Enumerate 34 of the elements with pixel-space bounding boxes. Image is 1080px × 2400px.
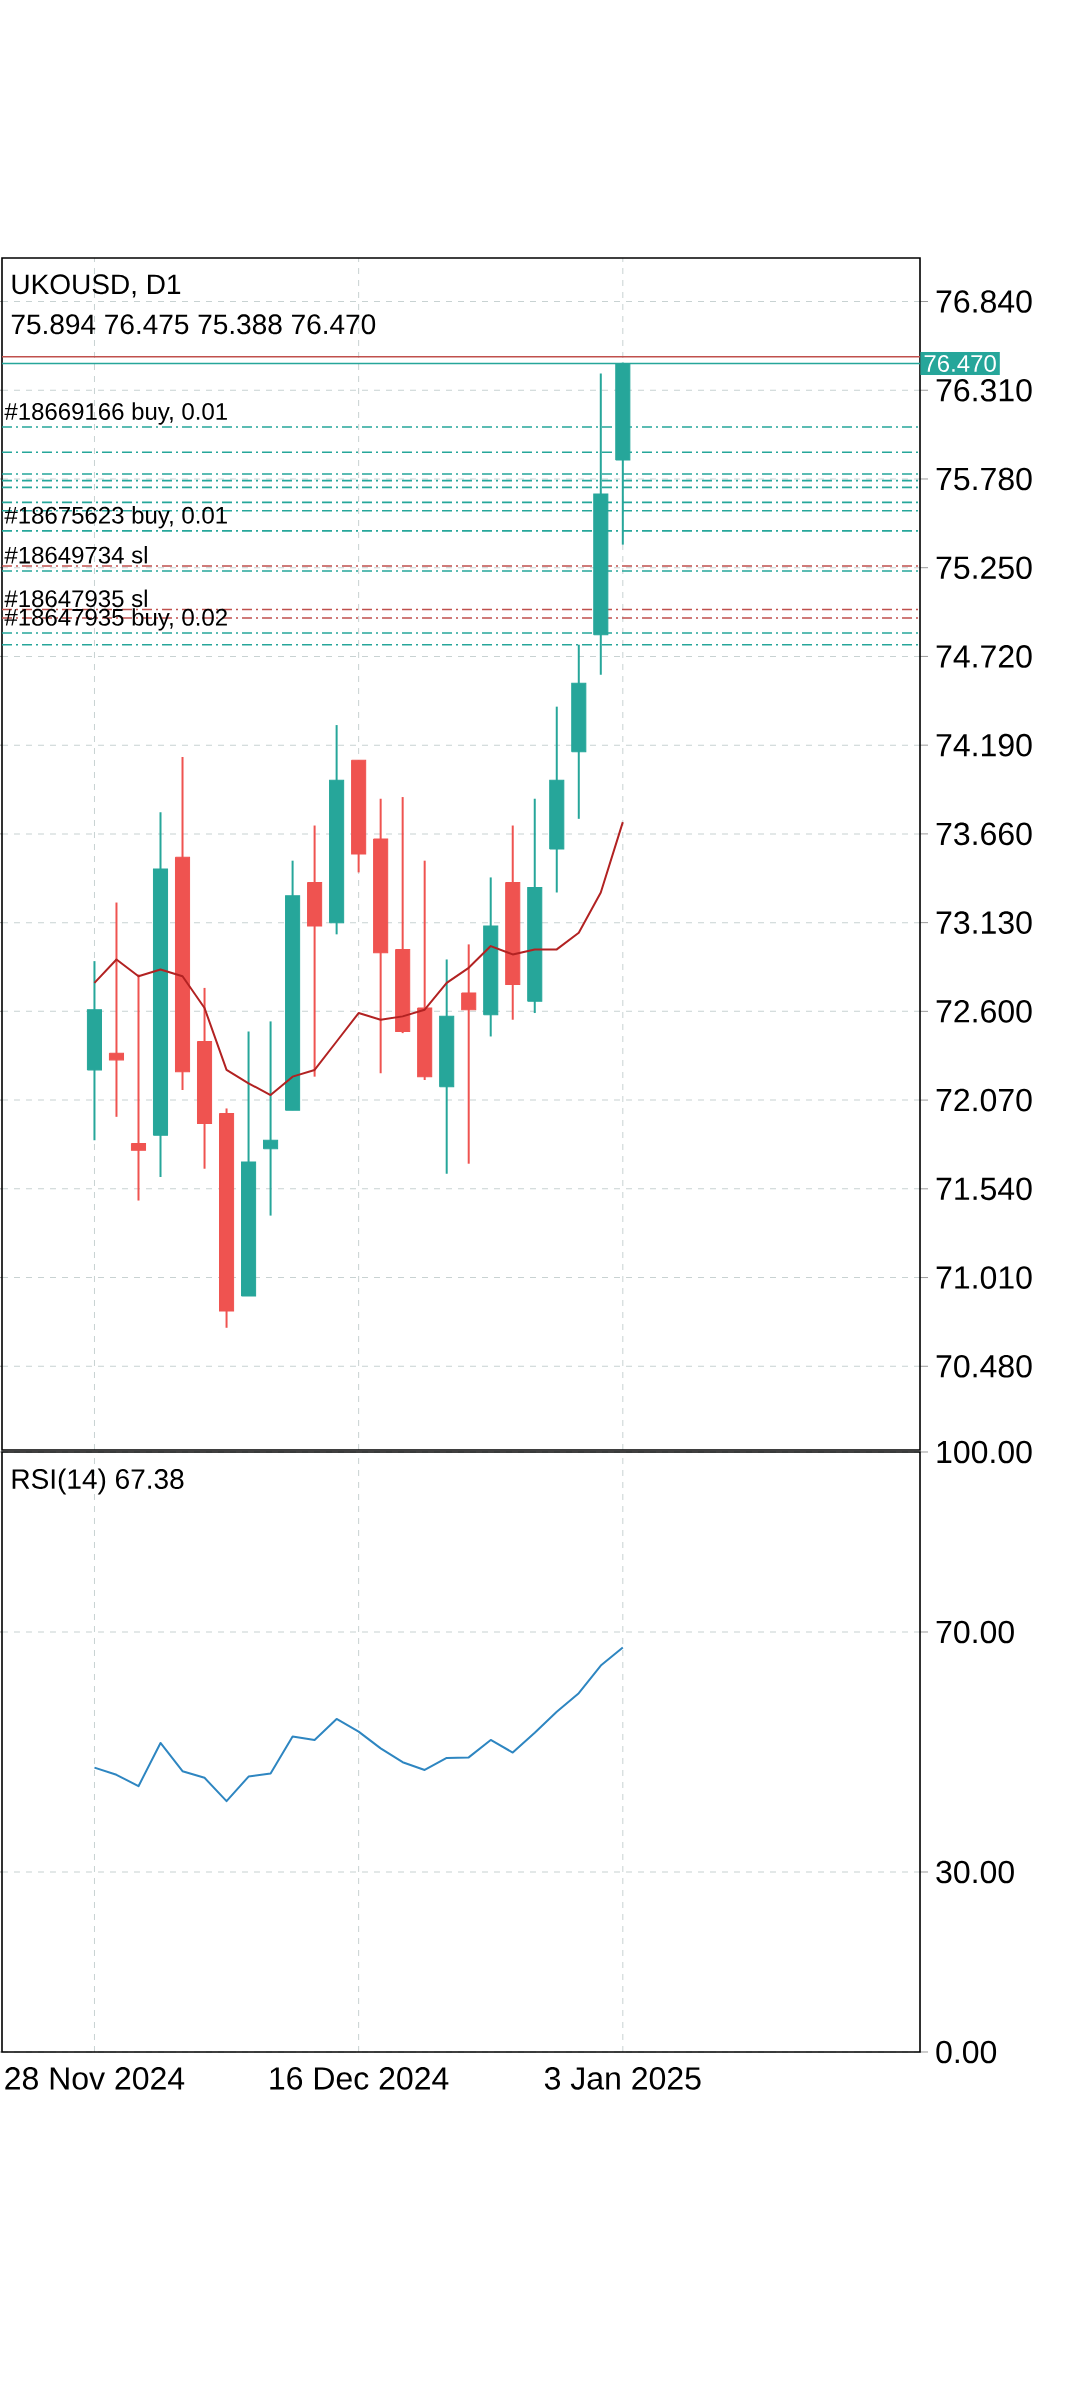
y-tick-label: 76.840 bbox=[936, 290, 1032, 313]
ref-line-label: #18647935 buy, 0.02 bbox=[4, 608, 227, 631]
ref-line-label: #18649734 sl bbox=[4, 546, 147, 564]
y-tick-label: 100.00 bbox=[937, 1440, 1032, 1464]
text: RSI(14) 67.38 bbox=[12, 1468, 184, 1495]
annotation: 75.894 76.475 75.388 76.470 bbox=[11, 314, 376, 335]
y-tick-label: 75.250 bbox=[936, 556, 1032, 580]
ref-line-label: #18647935 sl bbox=[4, 589, 147, 608]
y-tick-label: 71.540 bbox=[936, 1177, 1032, 1201]
y-tick-label: 0.00 bbox=[936, 2040, 997, 2064]
y-tick-label: 70.480 bbox=[936, 1354, 1032, 1378]
candlestick bbox=[108, 901, 125, 1118]
y-tick-label: 74.720 bbox=[936, 645, 1032, 668]
y-tick-label: 73.130 bbox=[936, 911, 1032, 934]
candlestick bbox=[263, 1020, 279, 1217]
ref-line-label: #18675623 buy, 0.01 bbox=[4, 506, 227, 529]
y-tick-label: 70.00 bbox=[936, 1620, 1014, 1644]
x-tick-label: 28 Nov 2024 bbox=[5, 2067, 185, 2090]
y-tick-label: 72.600 bbox=[936, 1000, 1032, 1023]
chart-title: UKOUSD, D1 bbox=[12, 274, 181, 298]
y-tick-label: 30.00 bbox=[936, 1860, 1014, 1884]
y-tick-label: 75.780 bbox=[936, 467, 1032, 491]
line-series bbox=[93, 1646, 624, 1803]
y-tick-label: 71.010 bbox=[936, 1266, 1032, 1289]
y-tick-label: 73.660 bbox=[936, 822, 1032, 846]
y-tick-label: 74.190 bbox=[936, 733, 1032, 757]
ref-line-label: #18669166 buy, 0.01 bbox=[4, 402, 227, 425]
x-tick-label: 16 Dec 2024 bbox=[270, 2067, 449, 2090]
ref-line-label: 76.470 bbox=[924, 354, 996, 372]
y-tick-label: 76.310 bbox=[936, 378, 1032, 402]
x-tick-label: 3 Jan 2025 bbox=[544, 2067, 701, 2090]
line-series bbox=[93, 821, 624, 1097]
y-tick-label: 72.070 bbox=[936, 1088, 1032, 1112]
candlestick bbox=[461, 943, 477, 1165]
